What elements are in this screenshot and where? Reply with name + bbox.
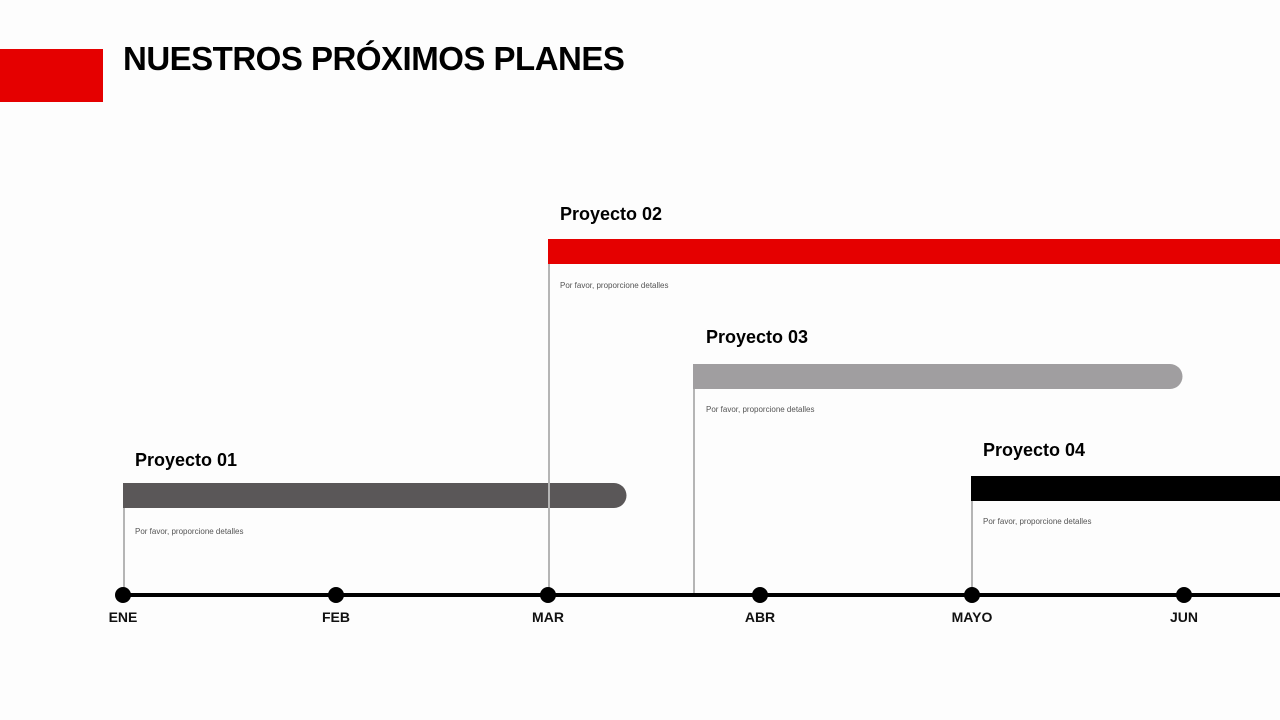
slide-title: NUESTROS PRÓXIMOS PLANES — [123, 40, 624, 77]
timeline-dot — [1176, 587, 1192, 603]
month-label: MAR — [532, 609, 564, 625]
month-label: ENE — [109, 609, 138, 625]
project-title: Proyecto 03 — [706, 327, 808, 347]
month-label: MAYO — [952, 609, 993, 625]
timeline-dot — [752, 587, 768, 603]
month-label: FEB — [322, 609, 350, 625]
timeline-dot — [115, 587, 131, 603]
project-bar — [548, 239, 1280, 264]
accent-block — [0, 49, 103, 102]
project-detail: Por favor, proporcione detalles — [983, 517, 1092, 526]
project-detail: Por favor, proporcione detalles — [560, 281, 669, 290]
project-bar — [123, 483, 627, 508]
timeline-months: ENE FEB MAR ABR MAYO JUN — [109, 587, 1198, 625]
timeline-dot — [328, 587, 344, 603]
timeline-dot — [540, 587, 556, 603]
project-title: Proyecto 04 — [983, 440, 1085, 460]
project-bar — [971, 476, 1280, 501]
project-title: Proyecto 02 — [560, 204, 662, 224]
project-detail: Por favor, proporcione detalles — [135, 527, 244, 536]
project-title: Proyecto 01 — [135, 450, 237, 470]
project-detail: Por favor, proporcione detalles — [706, 405, 815, 414]
timeline-dot — [964, 587, 980, 603]
month-label: ABR — [745, 609, 775, 625]
month-label: JUN — [1170, 609, 1198, 625]
project-bar — [693, 364, 1183, 389]
